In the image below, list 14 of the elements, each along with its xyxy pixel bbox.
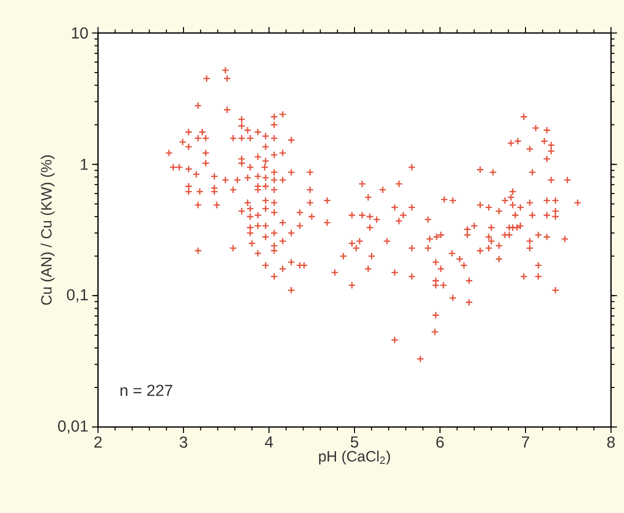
x-tick-label: 6 bbox=[436, 436, 444, 448]
x-tick-label: 4 bbox=[264, 436, 273, 448]
y-tick-label: 0,01 bbox=[58, 420, 88, 434]
y-axis-title: Cu (AN) / Cu (KW) (%) bbox=[40, 155, 55, 305]
y-tick-label: 1 bbox=[80, 158, 88, 170]
x-tick-label: 8 bbox=[607, 436, 615, 448]
annotation: n = 227 bbox=[120, 384, 172, 396]
x-tick-label: 7 bbox=[522, 436, 530, 448]
y-tick-label: 10 bbox=[72, 27, 88, 39]
x-axis-title: pH (CaCl$_{2}$) bbox=[319, 450, 390, 465]
x-tick-label: 3 bbox=[180, 436, 188, 448]
x-tick-label: 5 bbox=[350, 436, 358, 448]
x-tick-label: 2 bbox=[94, 436, 102, 448]
y-tick-label: 0,1 bbox=[66, 289, 88, 302]
